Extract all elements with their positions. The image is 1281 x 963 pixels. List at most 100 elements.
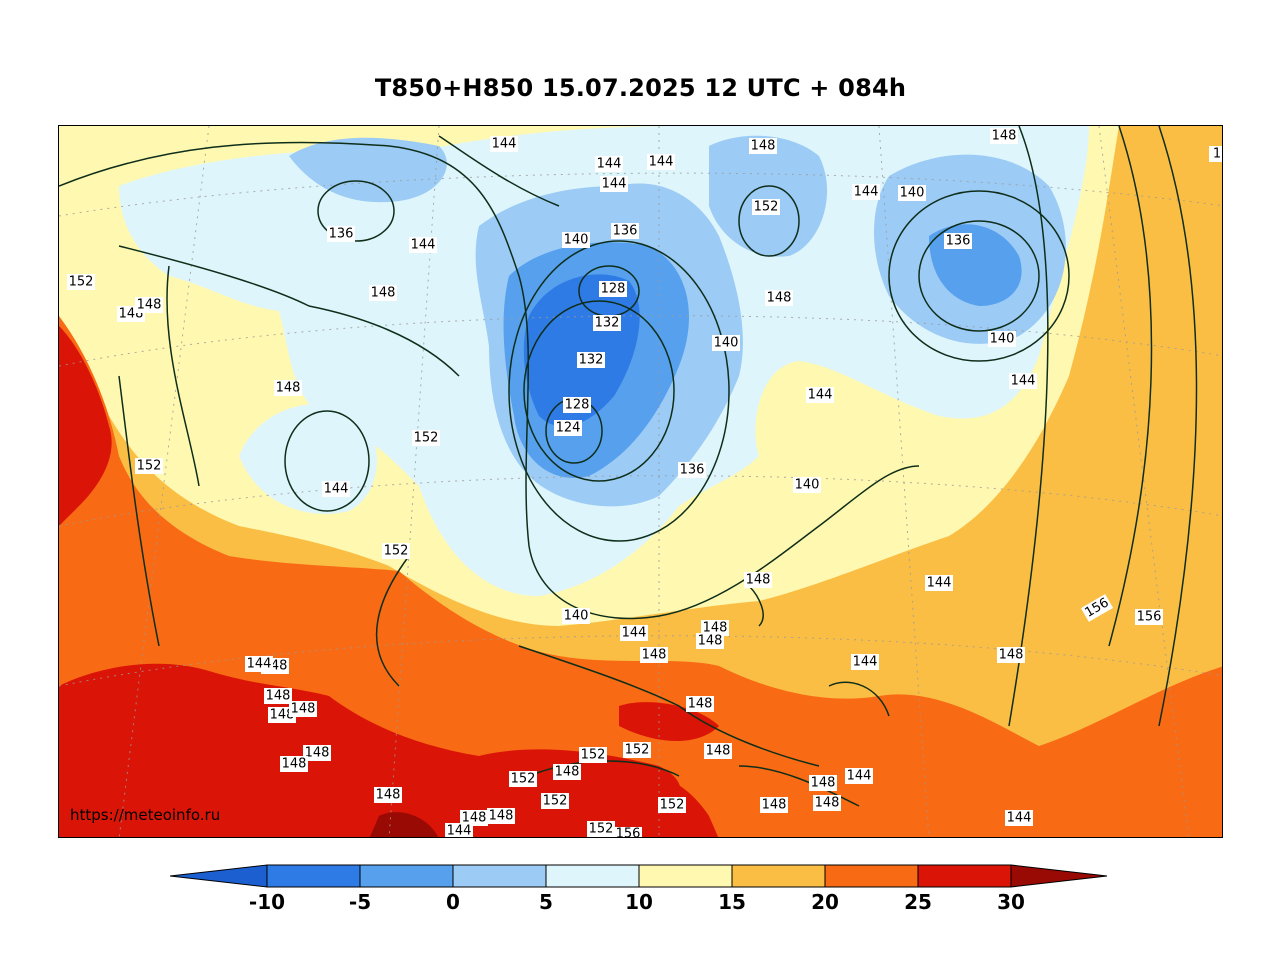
colorbar-arrow-low: [170, 864, 268, 888]
svg-text:140: 140: [564, 609, 589, 624]
colorbar-bin: [638, 864, 733, 888]
svg-text:124: 124: [556, 421, 581, 436]
contour-label: 148: [135, 297, 163, 313]
svg-text:140: 140: [714, 336, 739, 351]
svg-text:148: 148: [767, 291, 792, 306]
svg-text:148: 148: [266, 689, 291, 704]
colorbar-bin: [824, 864, 919, 888]
contour-label: 148: [696, 633, 724, 649]
svg-text:132: 132: [579, 353, 604, 368]
contour-label: 144: [409, 237, 437, 253]
svg-text:128: 128: [565, 398, 590, 413]
colorbar-tick-label: 10: [625, 890, 653, 914]
colorbar-tick-label: -10: [248, 890, 286, 914]
svg-text:148: 148: [282, 757, 307, 772]
contour-label: 148: [289, 701, 317, 717]
contour-label: 144: [806, 387, 834, 403]
svg-text:144: 144: [854, 185, 879, 200]
contour-label: 140: [562, 608, 590, 624]
colorbar-bin: [359, 864, 454, 888]
contour-label: 128: [599, 281, 627, 297]
svg-text:140: 140: [564, 233, 589, 248]
contour-label: 144: [245, 656, 273, 672]
contour-label: 148: [749, 138, 777, 154]
contour-label: 148: [274, 380, 302, 396]
svg-text:132: 132: [595, 316, 620, 331]
svg-text:148: 148: [291, 702, 316, 717]
contour-labels: 152 148 148 152 136 144 148 144 148 144 …: [67, 128, 1222, 839]
contour-label: 128: [563, 397, 591, 413]
svg-text:136: 136: [946, 234, 971, 249]
weather-map: 152 148 148 152 136 144 148 144 148 144 …: [58, 125, 1223, 838]
svg-text:148: 148: [376, 788, 401, 803]
svg-text:140: 140: [990, 332, 1015, 347]
svg-text:136: 136: [680, 463, 705, 478]
svg-text:148: 148: [999, 648, 1024, 663]
colorbar-bin: [452, 864, 547, 888]
svg-text:148: 148: [688, 697, 713, 712]
contour-label: 136: [327, 226, 355, 242]
contour-label: 140: [712, 335, 740, 351]
contour-label: 152: [509, 771, 537, 787]
colorbar-tick-label: 15: [718, 890, 746, 914]
contour-label: 148: [704, 743, 732, 759]
svg-text:144: 144: [597, 157, 622, 172]
svg-text:144: 144: [411, 238, 436, 253]
svg-text:148: 148: [642, 648, 667, 663]
svg-text:144: 144: [447, 824, 472, 839]
watermark-text: https://meteoinfo.ru: [70, 806, 221, 824]
svg-text:144: 144: [1007, 811, 1032, 826]
svg-text:152: 152: [660, 798, 685, 813]
svg-text:144: 144: [324, 482, 349, 497]
contour-label: 148: [809, 775, 837, 791]
contour-label: 136: [678, 462, 706, 478]
svg-text:156: 156: [1137, 610, 1162, 625]
contour-label: 140: [898, 185, 926, 201]
svg-text:148: 148: [462, 811, 487, 826]
svg-text:140: 140: [795, 478, 820, 493]
contour-label: 144: [620, 625, 648, 641]
svg-text:148: 148: [276, 381, 301, 396]
svg-text:144: 144: [847, 769, 872, 784]
svg-text:148: 148: [698, 634, 723, 649]
contour-label: 148: [460, 810, 488, 826]
contour-label: 152: [135, 458, 163, 474]
contour-label: 152: [752, 199, 780, 215]
svg-text:148: 148: [815, 796, 840, 811]
contour-label: 148: [280, 756, 308, 772]
contour-label: 144: [409, 237, 437, 253]
svg-text:1: 1: [1213, 147, 1221, 162]
contour-label: 148: [303, 745, 331, 761]
contour-label: 132: [593, 315, 621, 331]
svg-text:148: 148: [811, 776, 836, 791]
contour-label: 124: [554, 420, 582, 436]
contour-label: 132: [577, 352, 605, 368]
contour-label: 140: [562, 232, 590, 248]
contour-label: 148: [704, 696, 732, 712]
contour-label: 148: [765, 290, 793, 306]
map-title: T850+H850 15.07.2025 12 UTC + 084h: [374, 74, 907, 102]
svg-text:148: 148: [489, 809, 514, 824]
contour-label: 144: [851, 654, 879, 670]
contour-label: 148: [264, 688, 292, 704]
contour-label: 144: [490, 136, 518, 152]
svg-text:144: 144: [602, 177, 627, 192]
svg-text:148: 148: [371, 286, 396, 301]
svg-text:148: 148: [706, 744, 731, 759]
contour-label: 148: [369, 285, 397, 301]
svg-text:156: 156: [616, 827, 641, 839]
contour-label: 144: [445, 823, 473, 839]
svg-text:152: 152: [384, 544, 409, 559]
svg-text:144: 144: [247, 657, 272, 672]
contour-label: 152: [541, 793, 569, 809]
svg-text:152: 152: [625, 743, 650, 758]
svg-text:152: 152: [137, 459, 162, 474]
contour-label: 140: [793, 477, 821, 493]
svg-text:152: 152: [543, 794, 568, 809]
colorbar-bin: [545, 864, 640, 888]
colorbar-bin: [266, 864, 361, 888]
svg-text:144: 144: [622, 626, 647, 641]
contour-label: 148: [701, 620, 729, 636]
contour-label: 136: [611, 223, 639, 239]
svg-text:148: 148: [992, 129, 1017, 144]
